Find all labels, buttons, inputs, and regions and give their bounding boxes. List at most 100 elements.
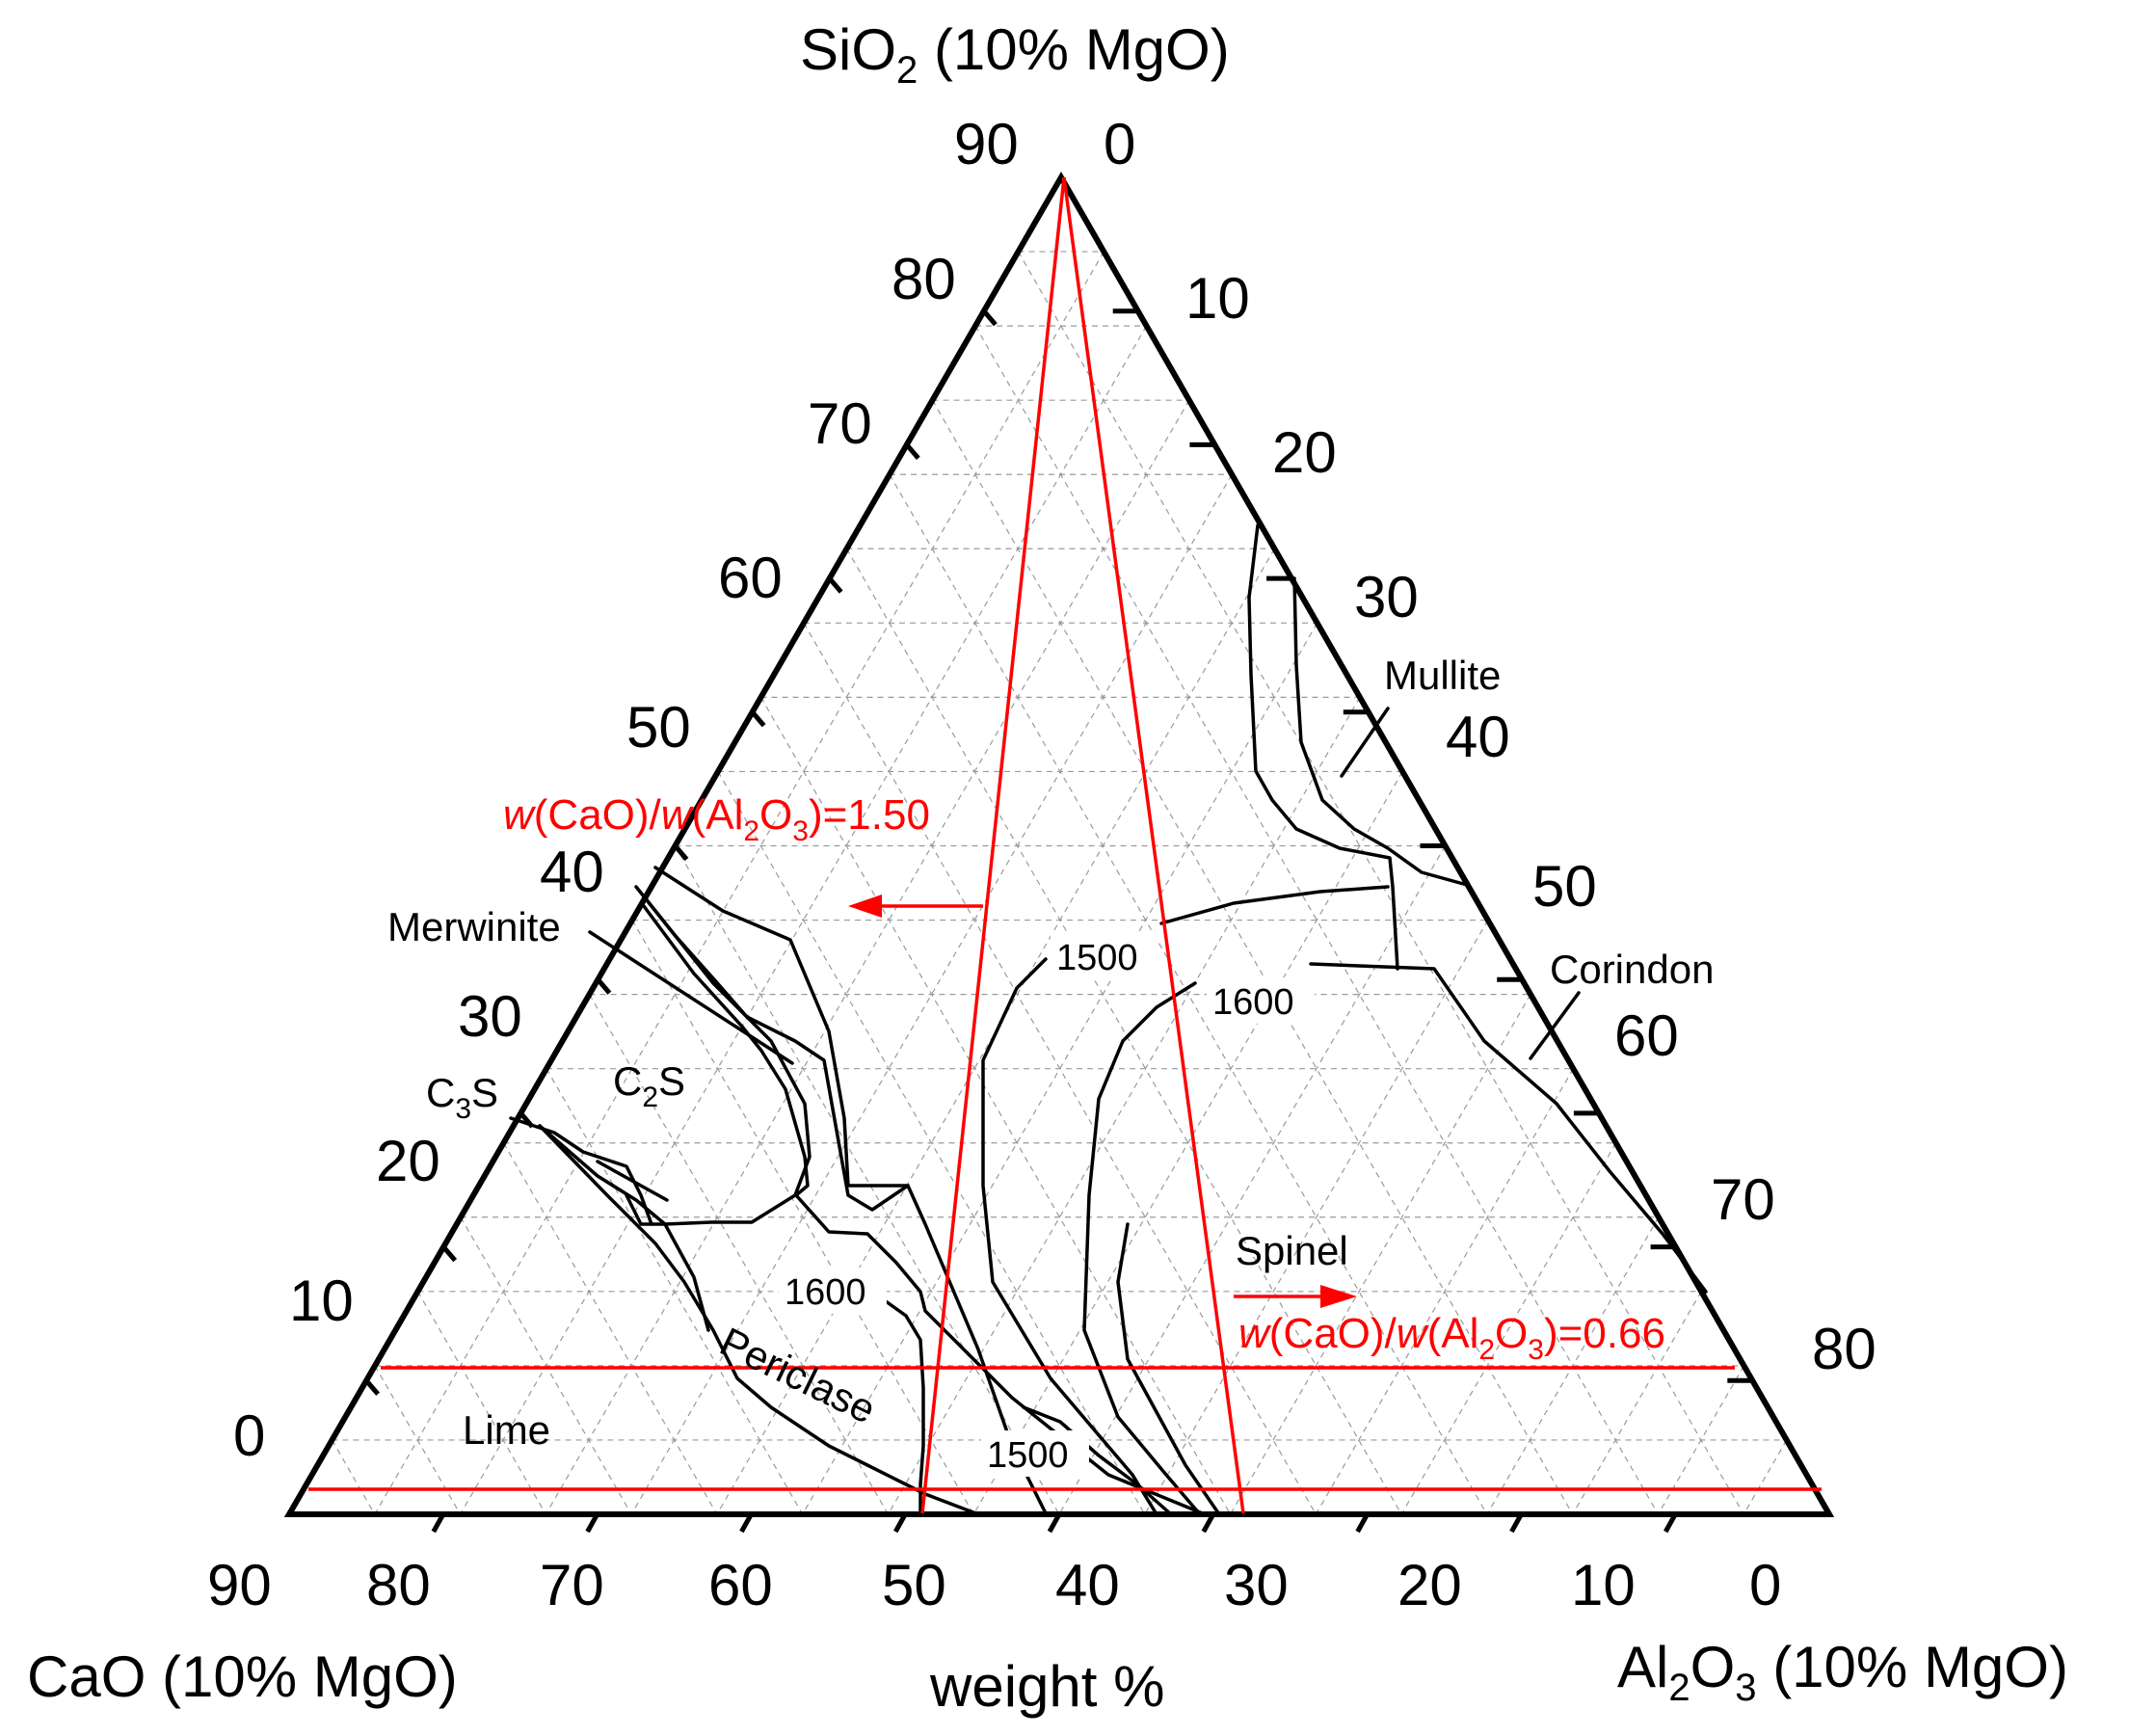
bottom-tick	[1201, 1512, 1215, 1534]
grid-line	[1058, 845, 1447, 1515]
corindon-pointer	[1529, 991, 1581, 1060]
bottom-tick-label: 50	[882, 1553, 946, 1617]
bottom-tick-label: 20	[1397, 1553, 1462, 1617]
periclase-boundary	[538, 1124, 980, 1516]
left-tick	[441, 1244, 458, 1263]
bottom-tick-label: 10	[1571, 1553, 1636, 1617]
merwinite-boundary-2	[634, 885, 1048, 1515]
corindon-boundary	[1309, 962, 1708, 1294]
bottom-tick	[1509, 1512, 1524, 1534]
bottom-tick	[1664, 1512, 1678, 1534]
left-tick	[750, 710, 766, 728]
isotherm-1500-lower-bg	[981, 1430, 1089, 1477]
merwinite-pointer	[588, 930, 794, 1065]
sio2-tick-label: 30	[458, 984, 522, 1049]
grid-line	[1400, 1142, 1617, 1515]
bottom-tick-label: 40	[1055, 1553, 1120, 1617]
left-tick	[904, 442, 920, 461]
ratio-line-0.66	[1062, 176, 1245, 1514]
right-tick-label: 60	[1614, 1003, 1679, 1068]
grid-line	[331, 1439, 376, 1515]
left-tick	[982, 309, 998, 327]
grid-line	[588, 994, 889, 1515]
grid-line	[845, 548, 1402, 1515]
ratio-label-1.50: w(CaO)/w(Al2O3)=1.50	[503, 791, 930, 847]
grid-line	[972, 771, 1403, 1515]
ratio-line-1.50	[920, 176, 1066, 1514]
sio2-tick-label: 40	[540, 840, 604, 904]
sio2-tick-label: 10	[289, 1269, 354, 1333]
ratio-label-0.66: w(CaO)/w(Al2O3)=0.66	[1238, 1310, 1665, 1366]
left-tick	[673, 843, 689, 862]
grid-line	[1743, 1439, 1788, 1515]
grid-line	[716, 548, 1275, 1515]
spinel-boundary-3	[1116, 1222, 1221, 1516]
grid-line	[630, 473, 1233, 1515]
isotherm-1500-lower: 1500	[987, 1435, 1069, 1476]
right-axis-tick-labels: 0 10 20 30 40 50 60 70 80	[1104, 112, 1877, 1381]
ratio-lines	[308, 176, 1822, 1514]
phase-label-spinel: Spinel	[1236, 1228, 1348, 1273]
right-tick-label: 30	[1354, 565, 1419, 629]
left-tick	[364, 1378, 380, 1396]
isotherm-1600-upper: 1600	[1212, 982, 1294, 1023]
grid-line	[887, 697, 1361, 1515]
mullite-pointer	[1340, 707, 1390, 778]
grid-line	[1017, 251, 1744, 1515]
left-tick	[827, 576, 843, 594]
right-tick-label: 40	[1446, 705, 1510, 769]
left-tick	[596, 977, 612, 995]
isotherm-1500-upper: 1500	[1056, 938, 1138, 978]
phase-label-corindon: Corindon	[1550, 947, 1714, 992]
liquidus-1500-upper-right	[1159, 885, 1390, 925]
sio2-tick-label: 70	[808, 391, 872, 456]
c2s-boundary	[642, 904, 1207, 1516]
cao-axis-title: CaO (10% MgO)	[27, 1644, 458, 1709]
right-tick-label: 50	[1532, 854, 1597, 919]
grid-line	[759, 697, 1232, 1515]
sio2-tick-label: 20	[376, 1129, 440, 1193]
liquidus-1500-lower	[1022, 1405, 1173, 1516]
spinel-boundary-1	[981, 957, 1158, 1516]
phase-label-lime: Lime	[463, 1407, 550, 1453]
right-tick-label: 70	[1711, 1167, 1775, 1232]
right-tick-label: 0	[1104, 112, 1135, 176]
al2o3-axis-title: Al2O3 (10% MgO)	[1617, 1635, 2068, 1709]
liquidus-1600-lower	[877, 1295, 925, 1516]
bottom-tick	[1047, 1512, 1062, 1534]
bottom-tick	[1355, 1512, 1370, 1534]
phase-label-mullite: Mullite	[1384, 653, 1501, 698]
red-arrow-right-head	[1320, 1285, 1357, 1308]
grid-line	[674, 845, 1060, 1515]
sio2-axis-tick-labels: 90 80 70 60 50 40 30 20 10 0	[233, 112, 1019, 1468]
weight-percent-label: weight %	[929, 1654, 1164, 1719]
red-arrow-left-head	[848, 895, 882, 918]
isotherm-1600-upper-bg	[1207, 977, 1315, 1024]
grid-line	[1572, 1291, 1702, 1515]
right-tick-label: 20	[1272, 420, 1337, 485]
phase-label-c2s: C2S	[613, 1058, 685, 1113]
phase-label-c3s: C3S	[426, 1070, 498, 1125]
isotherm-1500-upper-bg	[1051, 933, 1158, 979]
grid-line	[889, 473, 1488, 1515]
sio2-tick-label: 80	[892, 247, 956, 311]
bottom-tick-label: 30	[1224, 1553, 1289, 1617]
bottom-axis-tick-labels: 90 80 70 60 50 40 30 20 10 0	[207, 1553, 1781, 1617]
right-tick-label: 80	[1812, 1317, 1877, 1381]
c3s-pointer	[596, 1160, 669, 1202]
spinel-boundary-2	[1082, 981, 1202, 1516]
grid-line	[1230, 994, 1531, 1515]
bottom-tick-label: 0	[1749, 1553, 1781, 1617]
bottom-tick	[739, 1512, 754, 1534]
grid-line	[1144, 920, 1489, 1515]
sio2-tick-label: 90	[954, 112, 1019, 176]
phase-boundaries	[509, 523, 1708, 1516]
isotherm-1600-lower-bg	[779, 1268, 887, 1314]
isotherm-1600-lower: 1600	[785, 1272, 866, 1313]
grid-line	[1315, 1068, 1574, 1515]
sio2-axis-title: SiO2 (10% MgO)	[800, 17, 1230, 92]
grid-line	[545, 399, 1190, 1515]
grid-line	[974, 325, 1659, 1515]
grid-line	[931, 399, 1574, 1515]
